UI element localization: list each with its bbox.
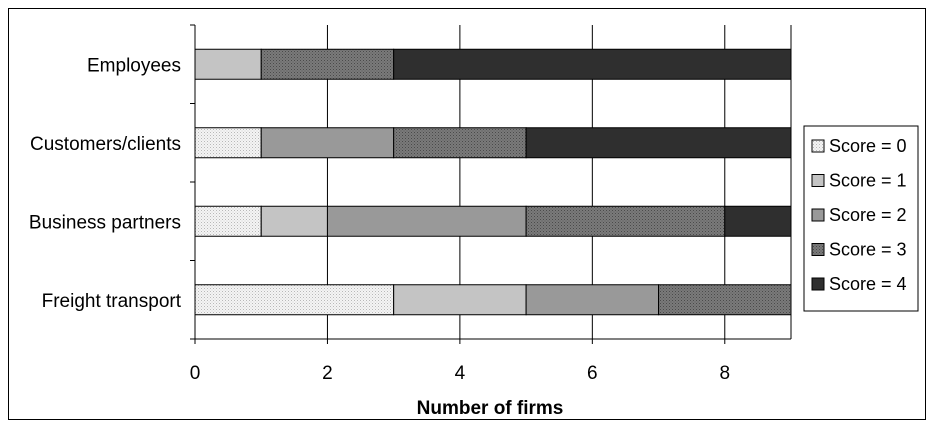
x-tick-label: 0 <box>190 363 201 384</box>
labels: Employees Customers/clients Business partn… <box>29 55 730 384</box>
legend-swatch <box>811 208 825 222</box>
bar-segment <box>525 127 792 159</box>
x-tick-label: 2 <box>322 363 333 384</box>
legend-label: Score = 3 <box>829 240 907 260</box>
bar-segment <box>194 205 262 237</box>
x-tick-label: 4 <box>455 363 466 384</box>
category-label: Freight transport <box>42 291 182 312</box>
legend-label: Score = 2 <box>829 205 907 225</box>
category-label: Employees <box>87 55 181 76</box>
bar-segment <box>194 284 395 316</box>
axes <box>190 24 791 344</box>
bar-segment <box>724 205 792 237</box>
legend-label: Score = 1 <box>829 171 907 191</box>
legend-swatch <box>811 277 825 291</box>
bar-segment <box>326 205 527 237</box>
bar-segment <box>393 48 792 80</box>
bar-segment <box>393 127 527 159</box>
legend-label: Score = 4 <box>829 274 907 294</box>
bar-segment <box>260 127 395 159</box>
legend-swatch <box>811 174 825 187</box>
legend-swatch <box>811 243 825 256</box>
bar-segment <box>260 205 328 237</box>
x-tick-label: 8 <box>719 363 730 384</box>
bar-segment <box>525 284 660 316</box>
bar-segment <box>393 284 527 316</box>
category-label: Customers/clients <box>30 134 181 155</box>
category-label: Business partners <box>29 212 181 233</box>
bar-segment <box>260 48 395 80</box>
bars <box>194 48 792 316</box>
x-tick-label: 6 <box>587 363 598 384</box>
legend-swatch <box>811 139 825 153</box>
bar-segment <box>658 284 792 316</box>
legend: Score = 0 Score = 1 Score = 2 Score = 3 Scor… <box>803 125 919 312</box>
bar-segment <box>194 48 262 80</box>
bar-segment <box>194 127 262 159</box>
x-axis-title: Number of firms <box>417 398 564 419</box>
bar-segment <box>525 205 726 237</box>
legend-label: Score = 0 <box>829 136 907 156</box>
